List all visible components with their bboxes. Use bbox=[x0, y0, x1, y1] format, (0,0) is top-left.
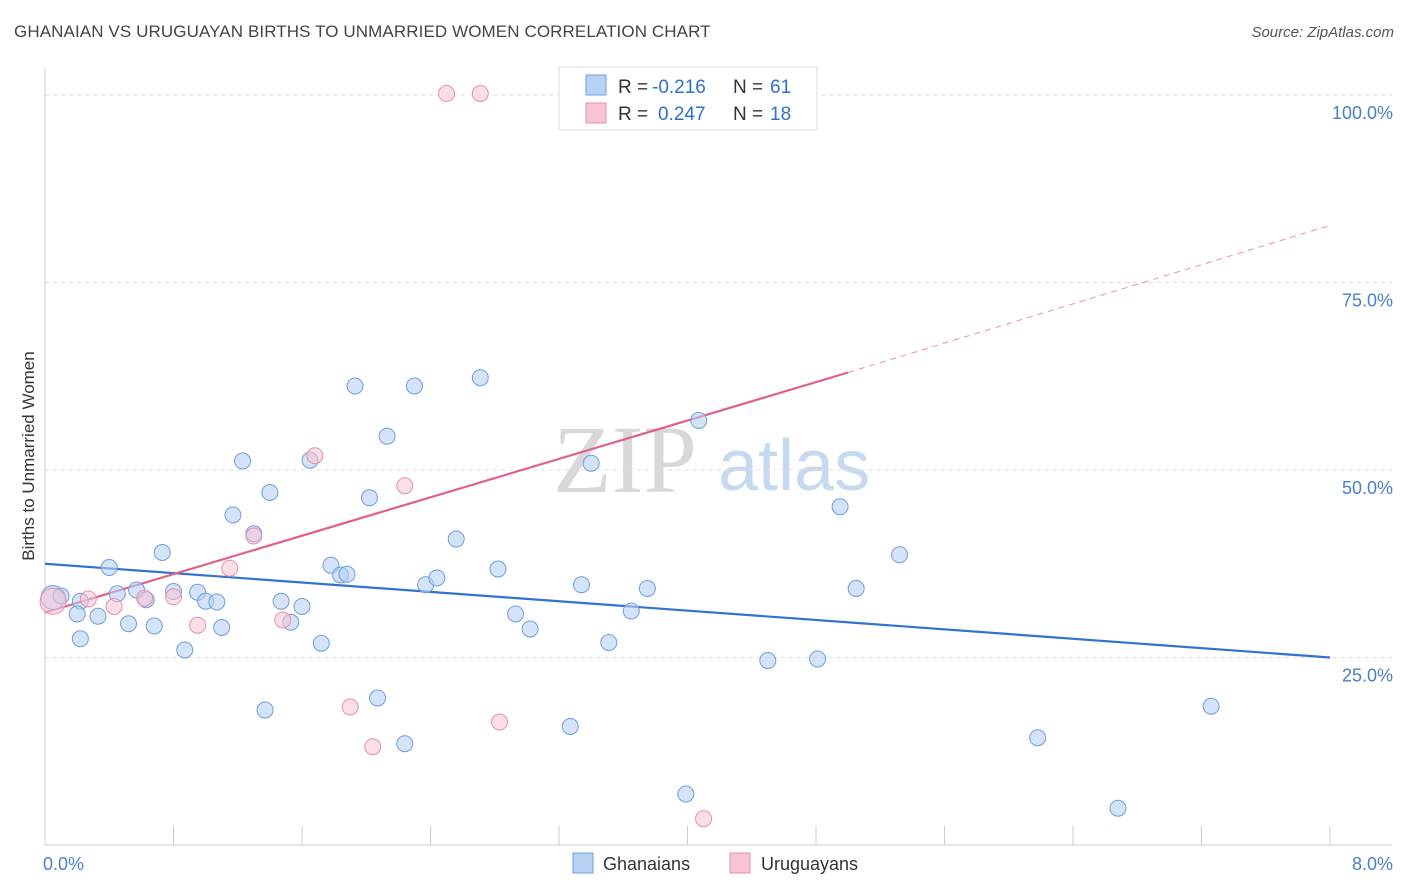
point-uruguayans bbox=[221, 559, 239, 577]
y-tick-label-25: 25.0% bbox=[1342, 666, 1393, 686]
bottom-legend-label-ghanaians: Ghanaians bbox=[603, 854, 690, 874]
point-ghanaians bbox=[378, 427, 396, 445]
trendline-uruguayans bbox=[44, 371, 849, 614]
point-ghanaians bbox=[521, 620, 539, 638]
legend-r-label-uruguayans: R = bbox=[618, 104, 648, 125]
point-uruguayans bbox=[695, 810, 713, 828]
point-uruguayans bbox=[189, 616, 207, 634]
bottom-legend-swatch-uruguayans bbox=[729, 852, 751, 874]
point-ghanaians bbox=[1109, 799, 1127, 817]
point-ghanaians bbox=[690, 412, 708, 429]
point-ghanaians bbox=[561, 718, 579, 735]
point-ghanaians bbox=[153, 544, 171, 561]
point-ghanaians bbox=[809, 650, 827, 668]
point-ghanaians bbox=[261, 484, 279, 501]
point-ghanaians bbox=[256, 701, 274, 719]
point-ghanaians bbox=[847, 580, 865, 597]
x-tick-label-min: 0.0% bbox=[43, 854, 84, 874]
legend-n-value-uruguayans: 18 bbox=[770, 104, 791, 125]
point-ghanaians bbox=[600, 634, 618, 651]
point-uruguayans bbox=[491, 713, 509, 731]
point-ghanaians bbox=[1029, 729, 1047, 747]
point-ghanaians bbox=[396, 735, 414, 753]
legend-n-label-uruguayans: N = bbox=[733, 104, 763, 125]
point-ghanaians bbox=[346, 377, 364, 395]
point-uruguayans bbox=[364, 738, 382, 756]
gridlines bbox=[45, 94, 1392, 658]
point-uruguayans bbox=[79, 590, 97, 608]
point-ghanaians bbox=[145, 617, 163, 635]
bottom-legend-swatch-ghanaians bbox=[572, 852, 594, 874]
point-ghanaians bbox=[831, 498, 849, 516]
point-ghanaians bbox=[293, 598, 311, 615]
point-ghanaians bbox=[677, 785, 695, 803]
point-ghanaians bbox=[176, 641, 194, 659]
point-ghanaians bbox=[213, 619, 231, 636]
point-ghanaians bbox=[208, 593, 226, 611]
point-uruguayans bbox=[274, 611, 292, 629]
legend-swatch-uruguayans bbox=[585, 102, 607, 124]
point-ghanaians bbox=[447, 530, 465, 548]
legend-swatch-ghanaians bbox=[585, 74, 607, 96]
legend-n-value-ghanaians: 61 bbox=[770, 77, 791, 98]
point-ghanaians bbox=[312, 634, 330, 652]
point-uruguayans bbox=[245, 527, 263, 545]
point-ghanaians bbox=[891, 546, 909, 564]
y-tick-labels: 25.0% 50.0% 75.0% 100.0% bbox=[1332, 103, 1393, 686]
point-ghanaians bbox=[471, 369, 489, 387]
point-uruguayans bbox=[438, 85, 456, 102]
watermark-atlas: atlas bbox=[718, 426, 870, 506]
trendline-ghanaians bbox=[44, 562, 1331, 659]
point-uruguayans bbox=[471, 85, 489, 102]
point-ghanaians bbox=[368, 689, 386, 707]
stats-legend: R = -0.216 N = 61 R = 0.247 N = 18 bbox=[558, 66, 818, 131]
point-ghanaians bbox=[338, 565, 356, 583]
series-legend: Ghanaians Uruguayans bbox=[572, 852, 858, 874]
point-ghanaians bbox=[360, 489, 378, 507]
y-tick-label-100: 100.0% bbox=[1332, 103, 1393, 123]
watermark-zip: ZIP bbox=[553, 406, 697, 513]
legend-r-value-ghanaians: -0.216 bbox=[652, 77, 706, 98]
x-tick-marks bbox=[173, 826, 1331, 845]
point-uruguayans bbox=[136, 589, 154, 607]
point-ghanaians bbox=[572, 576, 590, 594]
point-ghanaians bbox=[405, 377, 423, 395]
source-label: Source: ZipAtlas.com bbox=[1251, 24, 1394, 41]
point-ghanaians bbox=[100, 559, 118, 576]
legend-n-label-ghanaians: N = bbox=[733, 77, 763, 98]
trendline-uruguayans-extension bbox=[847, 225, 1331, 373]
legend-r-value-uruguayans: 0.247 bbox=[658, 104, 706, 125]
point-ghanaians bbox=[234, 452, 252, 470]
point-ghanaians bbox=[89, 607, 107, 625]
point-ghanaians bbox=[272, 592, 290, 610]
y-axis-label: Births to Unmarried Women bbox=[19, 351, 38, 560]
point-uruguayans bbox=[306, 447, 324, 465]
y-tick-label-50: 50.0% bbox=[1342, 478, 1393, 498]
trendlines bbox=[44, 225, 1331, 659]
chart-title: GHANAIAN VS URUGUAYAN BIRTHS TO UNMARRIE… bbox=[14, 22, 711, 41]
point-ghanaians bbox=[71, 630, 89, 648]
point-uruguayans bbox=[341, 698, 359, 716]
point-uruguayans bbox=[39, 587, 67, 615]
point-ghanaians bbox=[489, 560, 507, 578]
point-uruguayans bbox=[396, 477, 414, 495]
legend-r-label-ghanaians: R = bbox=[618, 77, 648, 98]
point-ghanaians bbox=[1202, 697, 1220, 715]
point-ghanaians bbox=[120, 615, 138, 633]
point-ghanaians bbox=[507, 605, 525, 623]
point-ghanaians bbox=[638, 580, 656, 597]
point-ghanaians bbox=[622, 602, 640, 620]
point-ghanaians bbox=[224, 506, 242, 524]
point-uruguayans bbox=[165, 588, 182, 606]
x-tick-label-max: 8.0% bbox=[1352, 854, 1393, 874]
point-uruguayans bbox=[105, 598, 123, 615]
point-ghanaians bbox=[582, 454, 600, 472]
point-ghanaians bbox=[428, 569, 446, 587]
y-tick-label-75: 75.0% bbox=[1342, 291, 1393, 311]
point-ghanaians bbox=[759, 652, 777, 669]
bottom-legend-label-uruguayans: Uruguayans bbox=[761, 854, 858, 874]
point-ghanaians bbox=[68, 605, 86, 623]
